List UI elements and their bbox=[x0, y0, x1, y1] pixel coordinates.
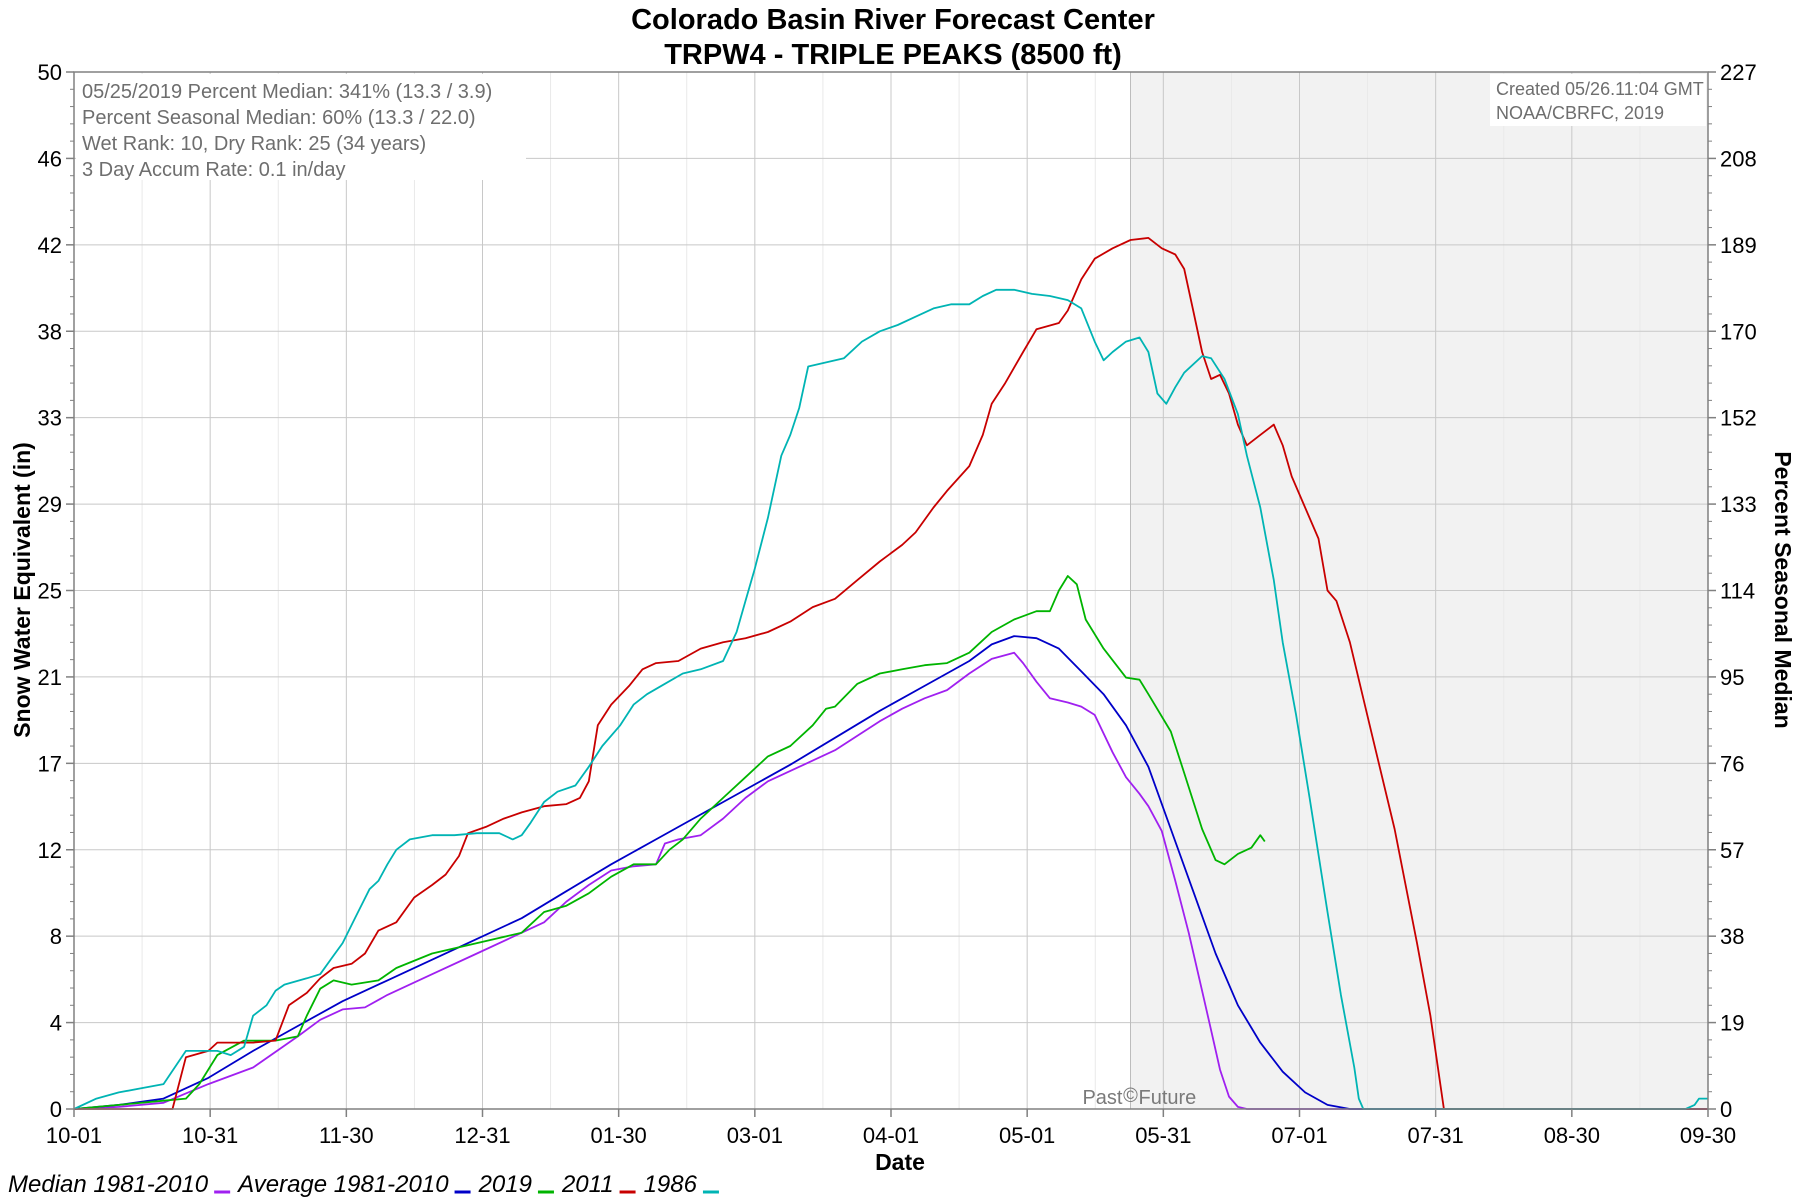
series-line-3 bbox=[73, 575, 1266, 1110]
credit-line-1: Created 05/26.11:04 GMT bbox=[1496, 79, 1704, 99]
axis-ticks: 10-01 10-31 11-30 12-31 01-30 03-01 04-01 05-01… bbox=[38, 60, 1757, 1148]
y2-tick-label: 38 bbox=[1720, 924, 1744, 949]
x-tick-label: 07-01 bbox=[1271, 1123, 1327, 1148]
info-line-1: 05/25/2019 Percent Median: 341% (13.3 / … bbox=[82, 81, 492, 103]
credit-box-bg bbox=[1490, 74, 1706, 126]
series-line-4 bbox=[74, 237, 1708, 1110]
y-tick-label: 8 bbox=[50, 924, 62, 949]
y-tick-label: 38 bbox=[38, 319, 62, 344]
x-tick-label: 08-30 bbox=[1544, 1123, 1600, 1148]
y-tick-label: 29 bbox=[38, 492, 62, 517]
series-line-1 bbox=[73, 651, 1708, 1110]
y2-tick-label: 189 bbox=[1720, 233, 1757, 258]
y-tick-label: 17 bbox=[38, 751, 62, 776]
y2-tick-label: 19 bbox=[1720, 1011, 1744, 1036]
y2-tick-label: 227 bbox=[1720, 60, 1757, 85]
x-tick-label: 10-01 bbox=[46, 1123, 102, 1148]
x-tick-label: 12-31 bbox=[454, 1123, 510, 1148]
y2-tick-label: 76 bbox=[1720, 751, 1744, 776]
y2-tick-label: 57 bbox=[1720, 838, 1744, 863]
info-line-2: Percent Seasonal Median: 60% (13.3 / 22.… bbox=[82, 107, 476, 129]
y2-tick-label: 114 bbox=[1720, 579, 1755, 604]
y-tick-label: 12 bbox=[38, 838, 62, 863]
y2-tick-label: 208 bbox=[1720, 146, 1757, 171]
legend-label-4: 2011 bbox=[561, 1171, 614, 1198]
y2-axis-title: Percent Seasonal Median bbox=[1770, 451, 1796, 728]
x-tick-label: 09-30 bbox=[1680, 1123, 1736, 1148]
x-tick-label: 10-31 bbox=[182, 1123, 238, 1148]
series-layer bbox=[73, 237, 1708, 1110]
x-tick-label: 07-31 bbox=[1408, 1123, 1464, 1148]
y-axis-title: Snow Water Equivalent (in) bbox=[9, 442, 35, 738]
past-future-separator-icon: © bbox=[1123, 1085, 1138, 1107]
x-tick-label: 11-30 bbox=[319, 1123, 374, 1148]
legend-label-2: Average 1981-2010 bbox=[236, 1171, 449, 1198]
chart-subtitle: TRPW4 - TRIPLE PEAKS (8500 ft) bbox=[664, 39, 1122, 71]
y2-tick-label: 133 bbox=[1720, 492, 1757, 517]
y-tick-label: 25 bbox=[38, 579, 62, 604]
chart-title: Colorado Basin River Forecast Center bbox=[631, 4, 1155, 36]
x-axis-title: Date bbox=[875, 1149, 925, 1175]
x-tick-label: 05-01 bbox=[999, 1123, 1055, 1148]
legend-label-3: 2019 bbox=[478, 1171, 532, 1198]
y2-tick-label: 170 bbox=[1720, 319, 1757, 344]
x-tick-label: 01-30 bbox=[591, 1123, 647, 1148]
future-label: Future bbox=[1139, 1087, 1197, 1109]
y-tick-label: 21 bbox=[38, 665, 62, 690]
series-line-5 bbox=[73, 288, 1708, 1110]
x-tick-label: 05-31 bbox=[1135, 1123, 1191, 1148]
legend-label-5: 1986 bbox=[644, 1171, 698, 1198]
y-tick-label: 4 bbox=[50, 1011, 62, 1036]
y2-tick-label: 152 bbox=[1720, 406, 1757, 431]
info-line-3: Wet Rank: 10, Dry Rank: 25 (34 years) bbox=[82, 133, 426, 155]
x-tick-label: 04-01 bbox=[863, 1123, 919, 1148]
info-box-bg bbox=[76, 74, 526, 180]
y2-tick-label: 95 bbox=[1720, 665, 1744, 690]
legend-label-1: Median 1981-2010 bbox=[8, 1171, 209, 1198]
y-tick-label: 46 bbox=[38, 146, 62, 171]
legend: Median 1981-2010 Average 1981-2010 2019 201… bbox=[8, 1171, 719, 1198]
y-tick-label: 42 bbox=[38, 233, 62, 258]
y2-tick-label: 0 bbox=[1720, 1097, 1732, 1122]
info-line-4: 3 Day Accum Rate: 0.1 in/day bbox=[82, 159, 345, 181]
y-tick-label: 33 bbox=[38, 406, 62, 431]
past-label: Past bbox=[1082, 1087, 1122, 1109]
x-tick-label: 03-01 bbox=[727, 1123, 783, 1148]
y-tick-label: 50 bbox=[38, 60, 62, 85]
series-line-2 bbox=[73, 635, 1708, 1110]
credit-line-2: NOAA/CBRFC, 2019 bbox=[1496, 103, 1664, 123]
y-tick-label: 0 bbox=[50, 1097, 62, 1122]
